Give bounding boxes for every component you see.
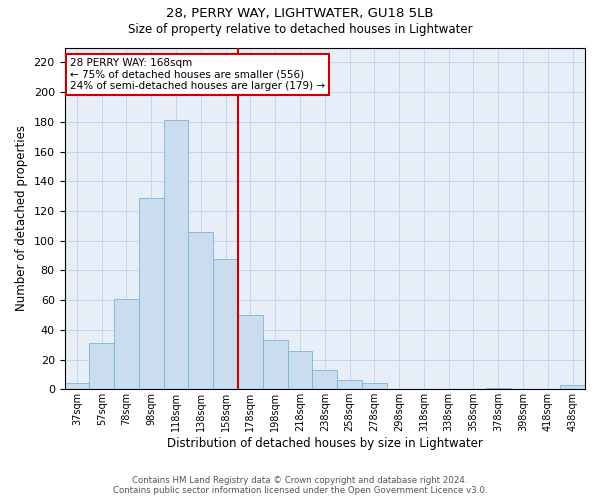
Bar xyxy=(89,343,114,390)
Bar xyxy=(313,370,337,390)
Bar xyxy=(337,380,362,390)
Text: Size of property relative to detached houses in Lightwater: Size of property relative to detached ho… xyxy=(128,22,472,36)
Bar xyxy=(213,258,238,390)
Bar xyxy=(65,384,89,390)
Text: 28 PERRY WAY: 168sqm
← 75% of detached houses are smaller (556)
24% of semi-deta: 28 PERRY WAY: 168sqm ← 75% of detached h… xyxy=(70,58,325,91)
X-axis label: Distribution of detached houses by size in Lightwater: Distribution of detached houses by size … xyxy=(167,437,483,450)
Text: Contains HM Land Registry data © Crown copyright and database right 2024.
Contai: Contains HM Land Registry data © Crown c… xyxy=(113,476,487,495)
Bar xyxy=(164,120,188,390)
Bar xyxy=(139,198,164,390)
Bar xyxy=(287,350,313,390)
Bar xyxy=(263,340,287,390)
Text: 28, PERRY WAY, LIGHTWATER, GU18 5LB: 28, PERRY WAY, LIGHTWATER, GU18 5LB xyxy=(166,8,434,20)
Bar xyxy=(560,385,585,390)
Y-axis label: Number of detached properties: Number of detached properties xyxy=(15,126,28,312)
Bar xyxy=(238,315,263,390)
Bar xyxy=(114,298,139,390)
Bar xyxy=(188,232,213,390)
Bar xyxy=(486,388,511,390)
Bar xyxy=(362,384,387,390)
